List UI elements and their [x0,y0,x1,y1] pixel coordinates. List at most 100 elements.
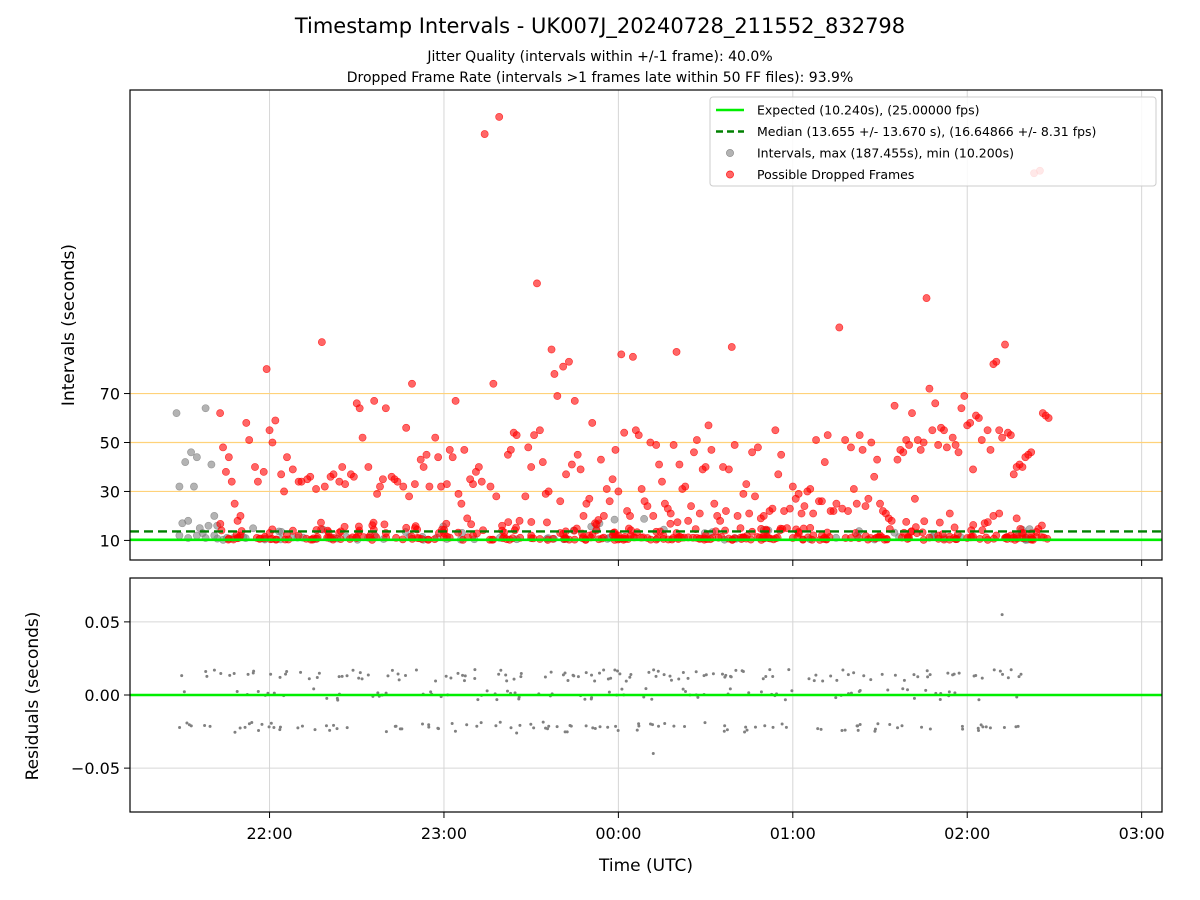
residual-point [1002,725,1006,729]
dropped-frame-point [230,499,239,508]
dropped-frame-point [317,338,326,347]
residual-point [960,724,964,728]
residual-point [761,677,765,681]
dropped-frame-point [393,477,402,486]
residual-y-tick-label: 0.05 [84,613,120,632]
residual-point [729,675,733,679]
residual-point [620,687,624,691]
residual-point [662,673,666,677]
dropped-frame-point [448,453,457,462]
dropped-frame-point [306,472,315,481]
interval-point [204,521,213,530]
residual-point [694,670,698,674]
residual-point [260,722,264,726]
legend-swatch-marker [726,170,734,179]
dropped-frame-point [486,482,495,491]
dropped-frame-point [265,426,274,435]
residual-point [637,724,641,728]
dropped-frame-point [873,455,882,464]
dropped-frame-point [527,518,536,526]
residual-point [629,673,633,677]
dropped-frame-point [920,517,929,526]
residual-point [957,671,961,675]
residual-point [856,728,860,732]
dropped-frame-point [800,502,809,511]
residual-point [485,689,489,693]
residual-point [476,698,480,702]
dropped-frame-point [890,401,899,410]
residual-point [946,671,950,675]
residual-point [498,720,502,724]
interval-point [207,460,216,469]
residual-point [606,677,610,681]
residual-point [979,723,983,727]
residual-point [980,676,984,680]
residual-point [337,675,341,679]
dropped-frame-point [704,421,713,430]
residual-point [328,728,332,732]
dropped-frame-point [742,480,751,489]
residual-point [858,689,862,693]
dropped-frame-point [259,467,268,476]
dropped-frame-point [543,518,551,527]
time-axis: 22:00 23:00 00:00 01:00 02:00 03:00 [246,812,1165,843]
dropped-frame-point [410,480,419,489]
interval-point [192,453,201,462]
residual-point [654,674,658,678]
residual-point [449,676,453,680]
residual-point [495,698,499,702]
dropped-frame-point [402,523,411,532]
residual-point [584,671,588,675]
dropped-frame-point [870,472,879,481]
dropped-frame-point [771,426,780,435]
dropped-frame-point [480,130,489,138]
residual-point [852,671,856,675]
dropped-frame-point [954,448,963,457]
residual-point [219,672,223,676]
dropped-frame-point [469,480,477,489]
dropped-frame-point [916,445,925,454]
dropped-frame-point [312,485,320,493]
residual-point [681,687,685,691]
residual-point [336,698,340,702]
residual-point [257,729,261,733]
residual-point [1019,672,1023,676]
dropped-frame-point [216,520,225,528]
residual-point [783,698,787,702]
residual-point [858,722,862,726]
dropped-frame-point [986,445,995,454]
residual-point [819,727,823,731]
residual-point [394,724,398,728]
residual-point [335,727,339,731]
residual-point [812,679,816,683]
residual-point [296,726,300,730]
residual-point [563,671,567,675]
dropped-frame-point [445,445,454,454]
residual-point [203,724,207,728]
residual-point [473,677,477,681]
residual-point [397,678,401,682]
residual-point [576,675,580,679]
dropped-frame-point [515,516,524,525]
dropped-frame-point [538,458,547,466]
dropped-frame-point [707,445,716,454]
dropped-frame-point [629,352,637,361]
residual-point [992,668,996,672]
dropped-frame-point [649,512,658,520]
residual-point [529,722,533,726]
residual-point [307,677,311,681]
residual-point [185,721,189,725]
residual-point [509,726,513,730]
dropped-frame-point [969,521,978,529]
dropped-frame-point [658,477,666,486]
dropped-frame-point [585,494,594,503]
dropped-frame-point [1018,463,1027,471]
residual-point [386,674,390,678]
dropped-frame-point [550,370,559,378]
dropped-frame-point [1019,529,1028,537]
residual-point [723,675,727,679]
residual-point [465,723,469,727]
residual-point [462,679,466,683]
dropped-frame-point [570,396,579,405]
x-tick-label: 03:00 [1119,824,1165,843]
